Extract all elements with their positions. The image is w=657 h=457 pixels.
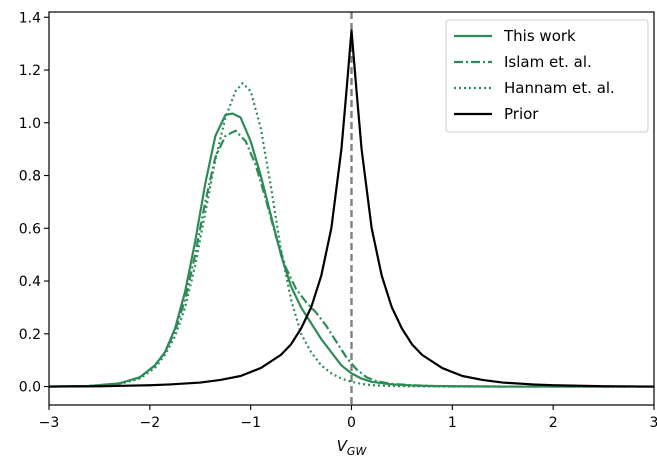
y-tick-label: 1.4: [19, 10, 41, 26]
y-tick-label: 0.6: [19, 221, 41, 237]
series-line-3: [48, 29, 655, 388]
legend-label: Hannam et. al.: [504, 79, 615, 97]
x-tick-label: −3: [39, 415, 60, 431]
legend-label: Prior: [504, 105, 539, 123]
y-tick-label: 1.2: [19, 63, 41, 79]
x-tick-label: 0: [347, 415, 356, 431]
series-line-1: [48, 129, 654, 388]
x-tick-label: −1: [240, 415, 261, 431]
y-tick-label: 1.0: [19, 116, 41, 132]
legend-box: [445, 19, 649, 133]
legend-label: Islam et. al.: [504, 53, 592, 71]
x-axis-label: VGW: [337, 437, 368, 457]
y-tick-label: 0.0: [19, 380, 41, 396]
legend: This work Islam et. al. Hannam et. al. Prio…: [445, 19, 649, 133]
y-tick-label: 0.8: [19, 169, 41, 185]
y-tick-label: 0.2: [19, 327, 41, 343]
x-tick-label: −2: [140, 415, 161, 431]
x-tick-label: 2: [549, 415, 558, 431]
x-tick-label: 3: [650, 415, 657, 431]
series-group: [48, 29, 655, 388]
axes: −3 −2 −1 0 1 2 3 0.0 0.2 0.4 0.6 0.8 1.0 1.2 1.4 VGW: [19, 10, 657, 457]
y-tick-label: 0.4: [19, 274, 41, 290]
series-line-2: [48, 82, 654, 388]
x-tick-label: 1: [448, 415, 457, 431]
legend-label: This work: [503, 27, 576, 45]
